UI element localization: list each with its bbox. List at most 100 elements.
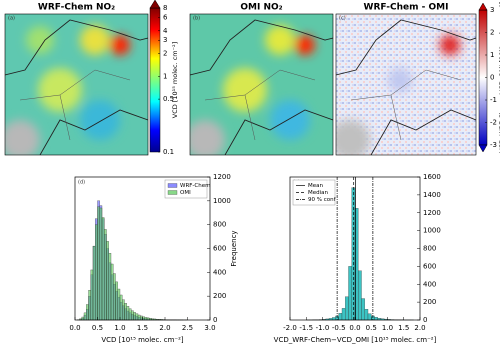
colorbar-label: VCD [10¹⁵ molec. cm⁻²]	[171, 42, 179, 118]
colorbar-extend	[478, 2, 488, 11]
histogram-bar	[113, 273, 116, 321]
y-tick-label: 600	[213, 245, 226, 253]
histogram-bar	[115, 281, 118, 321]
histogram-bar	[128, 308, 132, 321]
colorbar-tick-label: 1	[490, 51, 494, 59]
map-title: OMI NO₂	[240, 3, 282, 13]
histogram-bar	[140, 315, 143, 321]
x-tick-label: 0.5	[366, 324, 377, 332]
histogram-bar	[99, 207, 103, 321]
x-tick-label: 2.0	[159, 324, 170, 332]
x-tick-label: 0.0	[349, 324, 360, 332]
histogram-bar	[110, 263, 114, 321]
histogram-bar	[131, 310, 134, 321]
panel-label: (d)	[78, 180, 85, 186]
colorbar-a-b	[149, 7, 161, 153]
y-tick-label: 600	[423, 262, 436, 270]
panel-label: (b)	[193, 16, 200, 22]
histogram-bar	[117, 288, 121, 321]
histogram-bar	[122, 299, 125, 321]
histogram-bar	[88, 290, 91, 321]
colorbar-tick-label: -2	[490, 119, 497, 127]
histogram-bar	[135, 313, 139, 321]
panel-label: (a)	[8, 16, 15, 22]
map-frame	[335, 13, 477, 156]
histogram-bar	[92, 245, 96, 321]
histogram-bar	[367, 313, 372, 321]
x-tick-label: 0.5	[92, 324, 103, 332]
legend-label: OMI	[180, 190, 191, 196]
map-title: WRF-Chem NO₂	[38, 3, 115, 13]
colorbar-tick-label: 2	[163, 50, 167, 58]
map-title: WRF-Chem - OMI	[364, 3, 449, 13]
y-tick-label: 800	[213, 221, 226, 229]
legend-label: Median	[308, 190, 329, 196]
y-tick-label: 0	[213, 316, 217, 324]
y-tick-label: 800	[423, 245, 436, 253]
map-c	[336, 14, 476, 155]
map-frame	[4, 13, 149, 156]
histogram-bar	[348, 266, 352, 321]
y-tick-label: 200	[423, 298, 436, 306]
x-axis-label: VCD [10¹⁵ molec. cm⁻²]	[101, 336, 184, 344]
panel-label: (c)	[339, 16, 346, 22]
histogram-bar	[142, 316, 145, 321]
x-tick-label: -0.5	[332, 324, 346, 332]
y-tick-label: 1600	[423, 173, 441, 181]
y-tick-label: 1200	[423, 209, 441, 217]
colorbar-tick-label: 2	[490, 29, 494, 37]
x-tick-label: 0.0	[69, 324, 80, 332]
map-a	[5, 14, 148, 155]
colorbar-tick-label: -1	[490, 96, 497, 104]
histogram-bar	[332, 317, 336, 321]
histogram-bar	[358, 270, 362, 321]
legend-label: WRF-Chem	[180, 183, 210, 189]
x-tick-label: 1.0	[114, 324, 125, 332]
histogram-bar	[338, 313, 343, 321]
colorbar-tick-label: -3	[490, 141, 497, 149]
x-axis-label: VCD_WRF-Chem−VCD_OMI [10¹⁵ molec. cm⁻²]	[274, 336, 437, 344]
y-tick-label: 1000	[213, 197, 231, 205]
histogram-bar	[361, 298, 365, 321]
colorbar-tick-label: 0.5	[163, 95, 174, 103]
colorbar-extend	[478, 144, 488, 153]
legend-swatch	[167, 183, 178, 188]
legend-box	[292, 179, 336, 206]
colorbar-label: VCD_WRF-Chem−VCD_OMI [10¹⁵ molec. cm⁻²]	[498, 2, 500, 153]
histogram-bar	[95, 224, 98, 321]
map-b	[190, 14, 333, 155]
x-tick-label: 2.0	[414, 324, 425, 332]
colorbar-tick-label: 4	[163, 27, 168, 35]
map-frame	[189, 13, 334, 156]
histogram-bar	[345, 296, 349, 321]
x-tick-label: 1.0	[382, 324, 393, 332]
legend-label: Mean	[308, 183, 323, 189]
y-tick-label: 1000	[423, 227, 441, 235]
histogram-bar	[137, 314, 141, 321]
legend-label: 90 % conf	[308, 197, 337, 203]
y-tick-label: 1200	[213, 173, 231, 181]
histogram-bar	[341, 308, 346, 321]
histogram-bar	[119, 294, 123, 321]
y-tick-label: 400	[423, 280, 436, 288]
x-tick-label: -2.0	[283, 324, 297, 332]
colorbar-tick-label: 3	[163, 36, 167, 44]
histogram-bar	[104, 229, 107, 321]
histogram-bar	[86, 304, 89, 321]
y-axis-label: Frequency	[230, 230, 238, 266]
y-tick-label: 1400	[423, 191, 441, 199]
colorbar-tick-label: 0	[490, 74, 494, 82]
legend-swatch	[167, 190, 178, 195]
colorbar-tick-label: 8	[163, 4, 167, 12]
histogram-bar	[97, 206, 100, 321]
colorbar-tick-label: 1	[163, 72, 167, 80]
histogram-bar	[81, 316, 85, 321]
x-tick-label: 2.5	[182, 324, 193, 332]
histogram-bar	[124, 303, 127, 321]
x-tick-label: 1.5	[137, 324, 148, 332]
histogram-bar	[101, 217, 105, 321]
y-tick-label: 400	[213, 268, 226, 276]
histogram-bar	[126, 306, 130, 321]
histogram-bar	[106, 241, 109, 321]
